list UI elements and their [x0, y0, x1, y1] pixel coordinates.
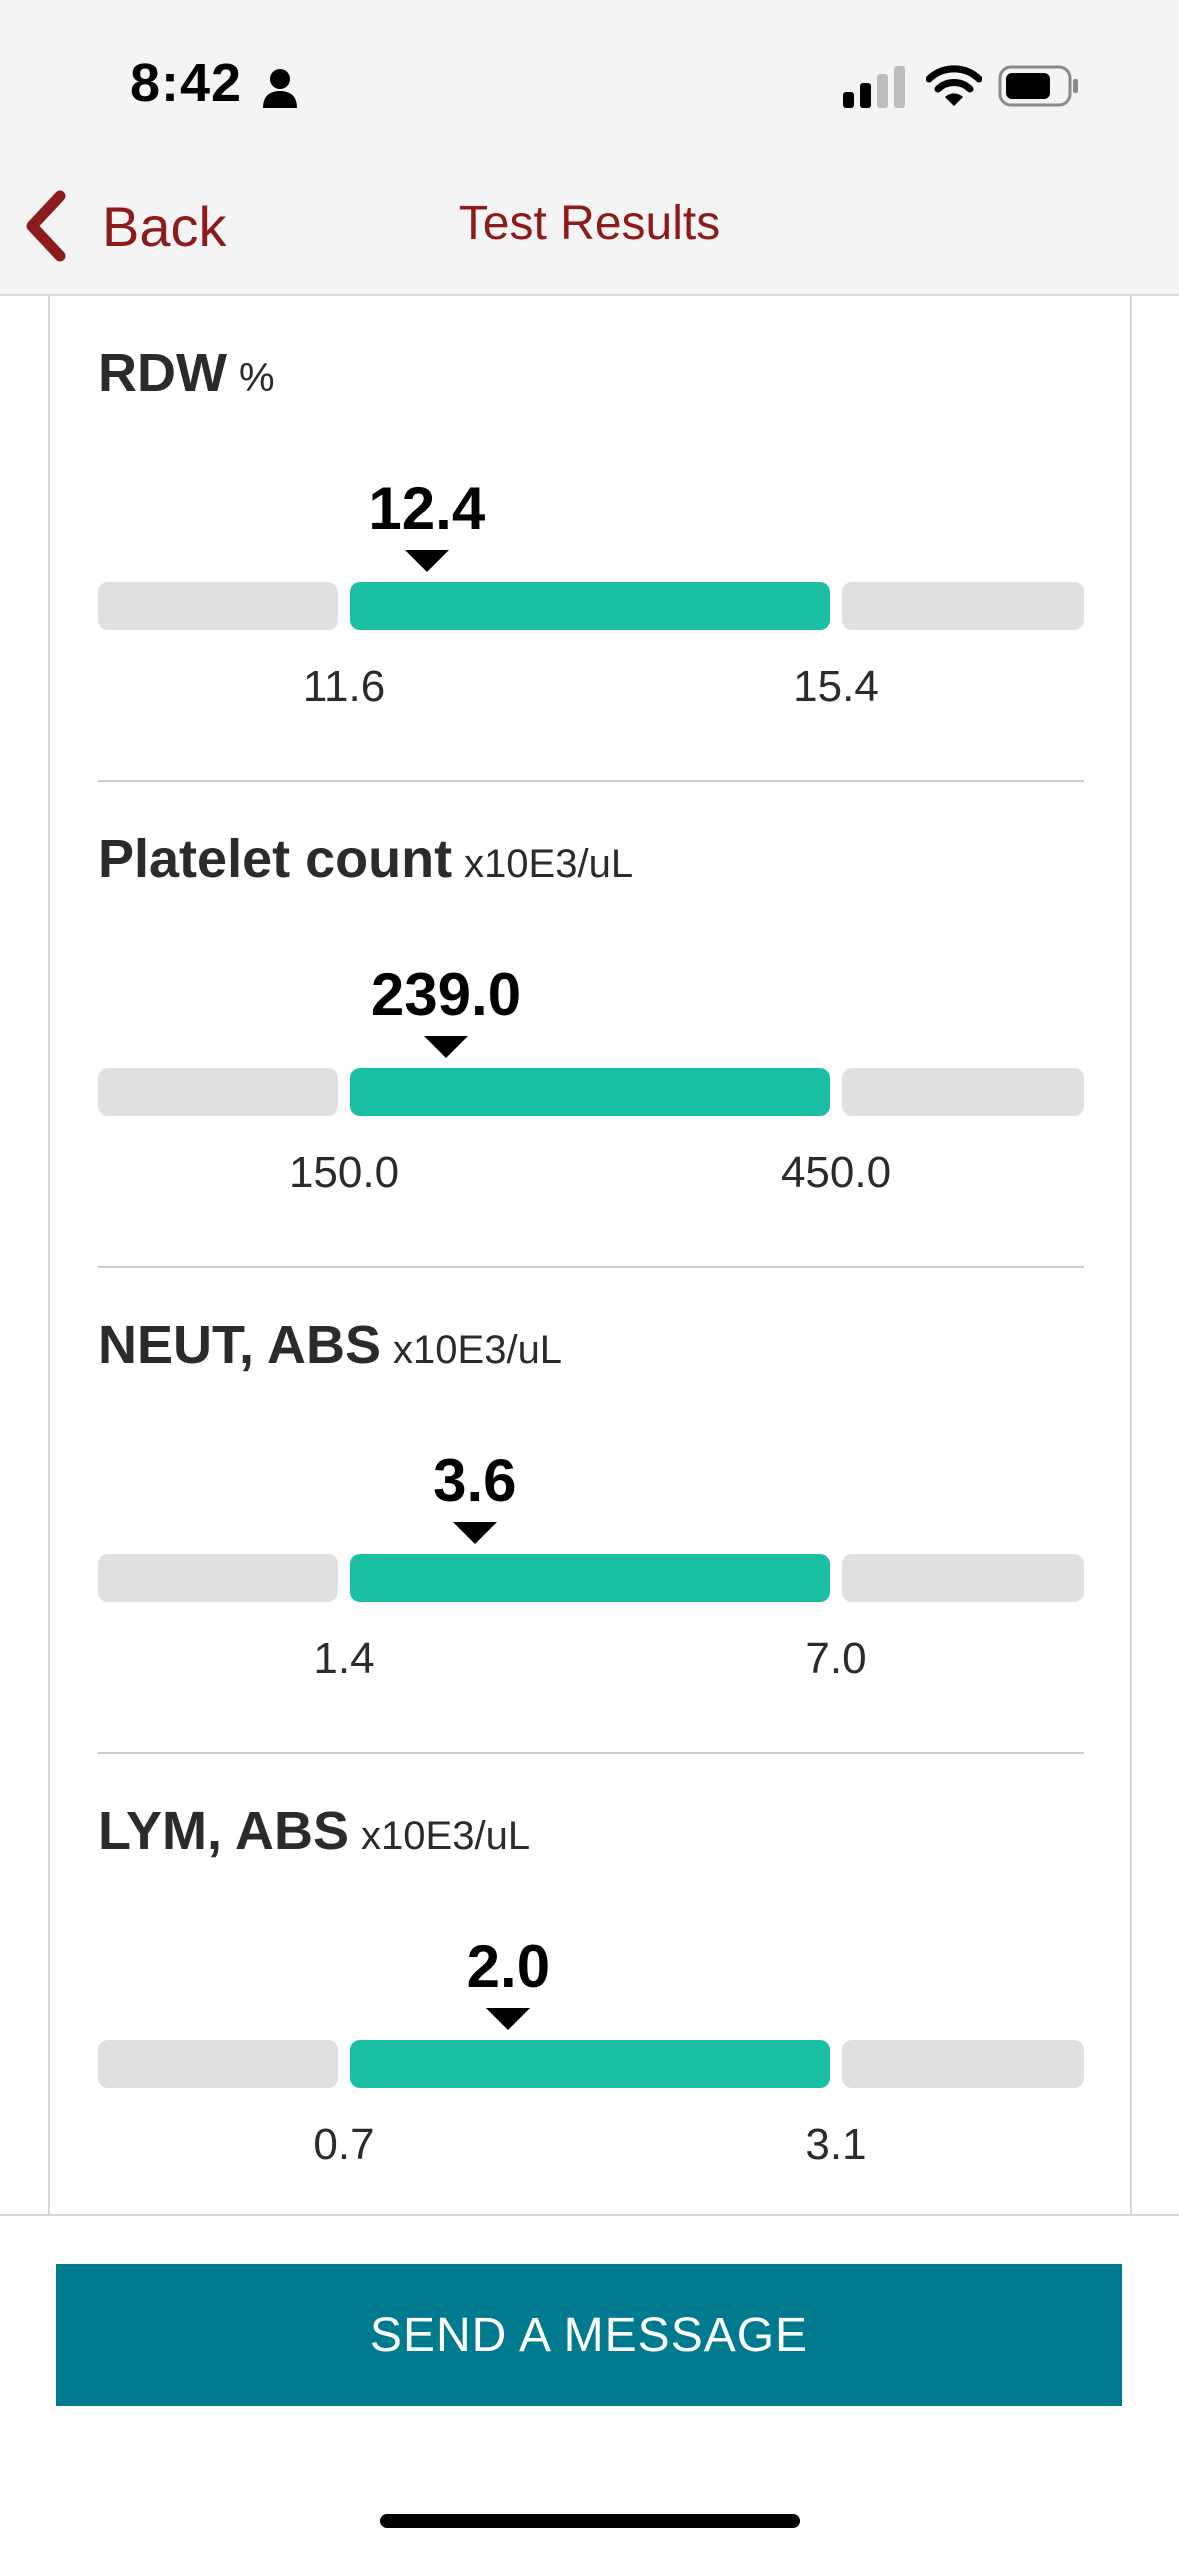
result-name: RDW% — [98, 342, 275, 404]
range-normal-bar — [350, 2040, 830, 2088]
wifi-icon — [926, 65, 982, 106]
range-low-label: 11.6 — [302, 662, 386, 711]
range-above-bar — [842, 1554, 1084, 1602]
range-high-label: 3.1 — [805, 2120, 867, 2169]
range-above-bar — [842, 1068, 1084, 1116]
result-name: LYM, ABS x10E3/uL — [98, 1800, 530, 1862]
range-below-bar — [98, 582, 338, 630]
test-unit: x10E3/uL — [464, 842, 634, 886]
range-above-bar — [842, 582, 1084, 630]
result-marker-icon — [452, 1522, 497, 1544]
back-button[interactable]: Back — [24, 186, 227, 266]
range-low-label: 150.0 — [288, 1148, 400, 1197]
page-title: Test Results — [458, 197, 721, 250]
app-header: 8:42 Back Test Results — [0, 0, 1179, 296]
range-below-bar — [98, 1068, 338, 1116]
result-value: 3.6 — [433, 1447, 517, 1514]
range-normal-bar — [350, 1068, 830, 1116]
person-icon — [263, 69, 297, 108]
results-card: RDW% 12.4 11.6 15.4 Platelet count x10E3/… — [48, 296, 1132, 2214]
result-value: 12.4 — [368, 475, 486, 542]
result-value: 239.0 — [370, 961, 522, 1028]
cellular-signal-icon — [843, 66, 905, 108]
range-above-bar — [842, 2040, 1084, 2088]
result-name: Platelet count x10E3/uL — [98, 828, 633, 890]
footer-divider — [0, 2214, 1179, 2216]
chevron-left-icon — [26, 190, 66, 262]
result-value: 2.0 — [466, 1933, 551, 2000]
range-normal-bar — [350, 1554, 830, 1602]
range-below-bar — [98, 1554, 338, 1602]
result-marker-icon — [424, 1036, 468, 1058]
range-below-bar — [98, 2040, 338, 2088]
send-message-button[interactable]: SEND A MESSAGE — [56, 2264, 1122, 2406]
result-marker-icon — [404, 550, 449, 572]
test-unit: x10E3/uL — [393, 1328, 563, 1372]
divider — [98, 1266, 1084, 1268]
range-low-label: 1.4 — [313, 1634, 375, 1683]
home-indicator[interactable] — [380, 2514, 800, 2528]
test-unit: % — [238, 356, 275, 400]
test-name: NEUT, ABS — [98, 1315, 382, 1375]
result-marker-icon — [486, 2008, 531, 2030]
divider — [98, 780, 1084, 782]
test-name: LYM, ABS — [98, 1801, 350, 1861]
range-high-label: 450.0 — [780, 1148, 892, 1197]
test-unit: x10E3/uL — [361, 1814, 531, 1858]
result-item: LYM, ABS x10E3/uL 2.0 0.7 3.1 — [50, 1754, 1130, 2240]
result-name: NEUT, ABS x10E3/uL — [98, 1314, 562, 1376]
range-low-label: 0.7 — [313, 2120, 375, 2169]
test-name: RDW — [98, 343, 227, 403]
range-normal-bar — [350, 582, 830, 630]
back-label: Back — [102, 194, 227, 258]
status-time: 8:42 — [130, 53, 243, 113]
result-item: RDW% 12.4 11.6 15.4 — [50, 296, 1130, 782]
range-high-label: 15.4 — [793, 662, 879, 711]
result-item: Platelet count x10E3/uL 239.0 150.0 450.0 — [50, 782, 1130, 1268]
divider — [98, 1752, 1084, 1754]
result-item: NEUT, ABS x10E3/uL 3.6 1.4 7.0 — [50, 1268, 1130, 1754]
battery-icon — [998, 65, 1078, 107]
range-high-label: 7.0 — [805, 1634, 867, 1683]
test-name: Platelet count — [98, 829, 453, 889]
